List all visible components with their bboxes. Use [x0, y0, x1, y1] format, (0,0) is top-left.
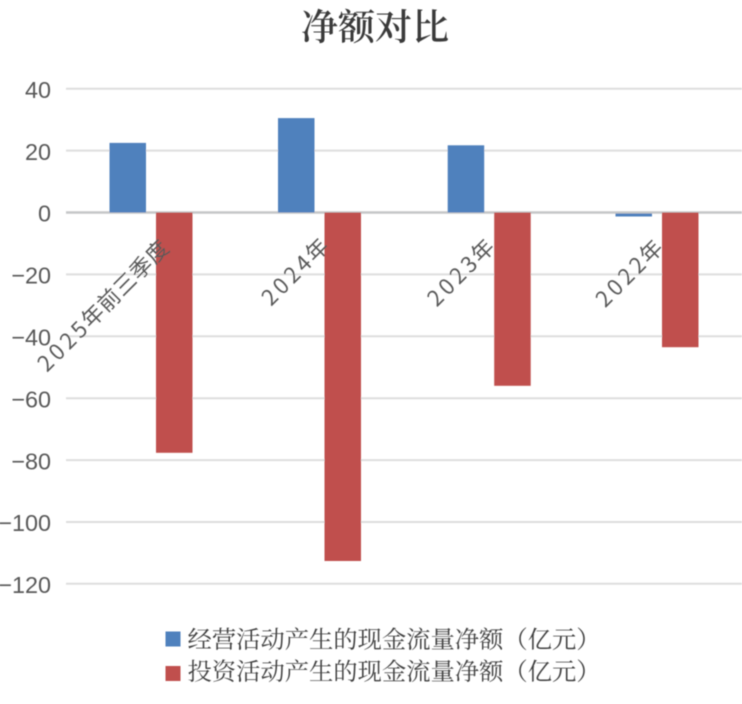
- svg-text:−80: −80: [11, 448, 51, 474]
- svg-text:−40: −40: [11, 325, 51, 351]
- svg-text:−20: −20: [11, 263, 51, 289]
- svg-text:40: 40: [25, 77, 51, 103]
- svg-text:20: 20: [25, 139, 51, 165]
- svg-text:−120: −120: [0, 572, 51, 598]
- svg-text:0: 0: [38, 201, 51, 227]
- svg-text:−60: −60: [11, 386, 51, 412]
- svg-text:−100: −100: [0, 510, 51, 536]
